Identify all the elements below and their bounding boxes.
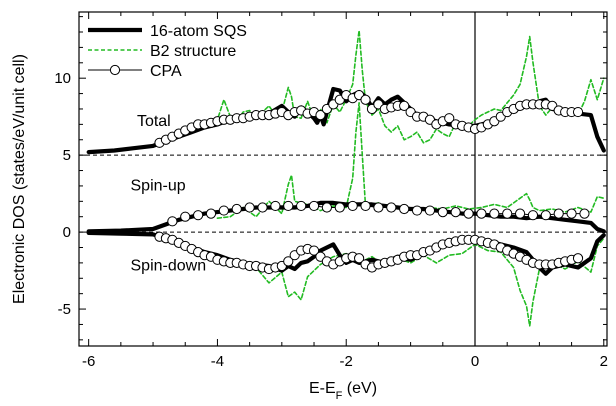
cpa-marker <box>167 216 178 227</box>
cpa-marker <box>399 100 410 111</box>
cpa-marker <box>296 200 307 212</box>
cpa-marker <box>360 94 371 105</box>
cpa-marker <box>334 202 345 213</box>
cpa-marker <box>386 202 397 213</box>
cpa-marker <box>444 113 455 124</box>
cpa-marker <box>566 208 577 219</box>
x-tick-label: 2 <box>600 353 608 370</box>
cpa-marker <box>283 256 294 267</box>
legend-label-1: B2 structure <box>150 43 236 60</box>
cpa-marker <box>579 208 590 219</box>
cpa-marker <box>180 211 191 222</box>
series-1-curve-0 <box>184 29 605 144</box>
cpa-marker <box>502 208 513 219</box>
annotation-2: Spin-down <box>131 258 207 275</box>
cpa-marker <box>476 208 487 219</box>
x-tick-label: -4 <box>211 353 224 370</box>
cpa-marker <box>244 202 255 213</box>
cpa-marker <box>424 205 436 216</box>
cpa-marker <box>411 205 423 216</box>
legend-marker <box>109 64 121 76</box>
cpa-marker <box>553 208 564 219</box>
annotations: Total Spin-up Spin-down <box>131 113 207 275</box>
cpa-marker <box>399 203 410 215</box>
cpa-marker <box>308 245 320 256</box>
cpa-marker <box>514 208 526 219</box>
cpa-marker <box>270 200 281 212</box>
cpa-marker <box>308 200 320 212</box>
x-axis-label-subscript: F <box>336 390 343 402</box>
axis-ticks: -6 -4 -2 0 2 -5 0 5 10 <box>54 12 608 370</box>
x-tick-label: 0 <box>471 353 479 370</box>
cpa-marker <box>321 202 333 213</box>
cpa-marker <box>257 202 268 213</box>
cpa-marker <box>450 206 461 218</box>
plot-frame <box>78 11 608 347</box>
cpa-marker <box>373 202 384 213</box>
cpa-marker <box>231 203 242 215</box>
cpa-marker <box>437 206 448 218</box>
cpa-marker <box>283 200 294 212</box>
cpa-marker <box>463 208 474 219</box>
cpa-marker <box>540 210 551 221</box>
cpa-marker <box>360 200 371 212</box>
cpa-marker <box>489 208 500 219</box>
cpa-marker <box>315 110 326 121</box>
y-axis-label: Electronic DOS (states/eV/unit cell) <box>11 54 28 304</box>
cpa-marker <box>353 253 365 264</box>
series-2 <box>154 90 590 275</box>
x-axis-label-main: E-E <box>309 380 336 397</box>
x-tick-label: -6 <box>82 353 95 370</box>
cpa-marker <box>218 205 229 216</box>
annotation-1: Spin-up <box>131 178 186 195</box>
cpa-marker <box>347 200 358 212</box>
reference-lines <box>79 12 607 346</box>
y-tick-label: 10 <box>54 70 71 87</box>
y-tick-label: -5 <box>58 301 71 318</box>
series-layer <box>86 29 606 327</box>
legend: 16-atom SQS B2 structure CPA <box>88 23 247 80</box>
x-tick-label: -2 <box>340 353 353 370</box>
cpa-marker <box>572 253 584 264</box>
cpa-marker <box>572 106 584 118</box>
x-axis-label: E-EF (eV) <box>309 380 377 402</box>
annotation-0: Total <box>137 113 171 130</box>
legend-label-2: CPA <box>150 63 182 80</box>
cpa-marker <box>205 208 217 219</box>
y-tick-label: 5 <box>63 147 71 164</box>
legend-label-0: 16-atom SQS <box>150 23 247 40</box>
cpa-marker <box>527 210 539 221</box>
cpa-marker <box>193 210 204 221</box>
x-axis-label-unit: (eV) <box>342 380 377 397</box>
y-tick-label: 0 <box>63 224 71 241</box>
